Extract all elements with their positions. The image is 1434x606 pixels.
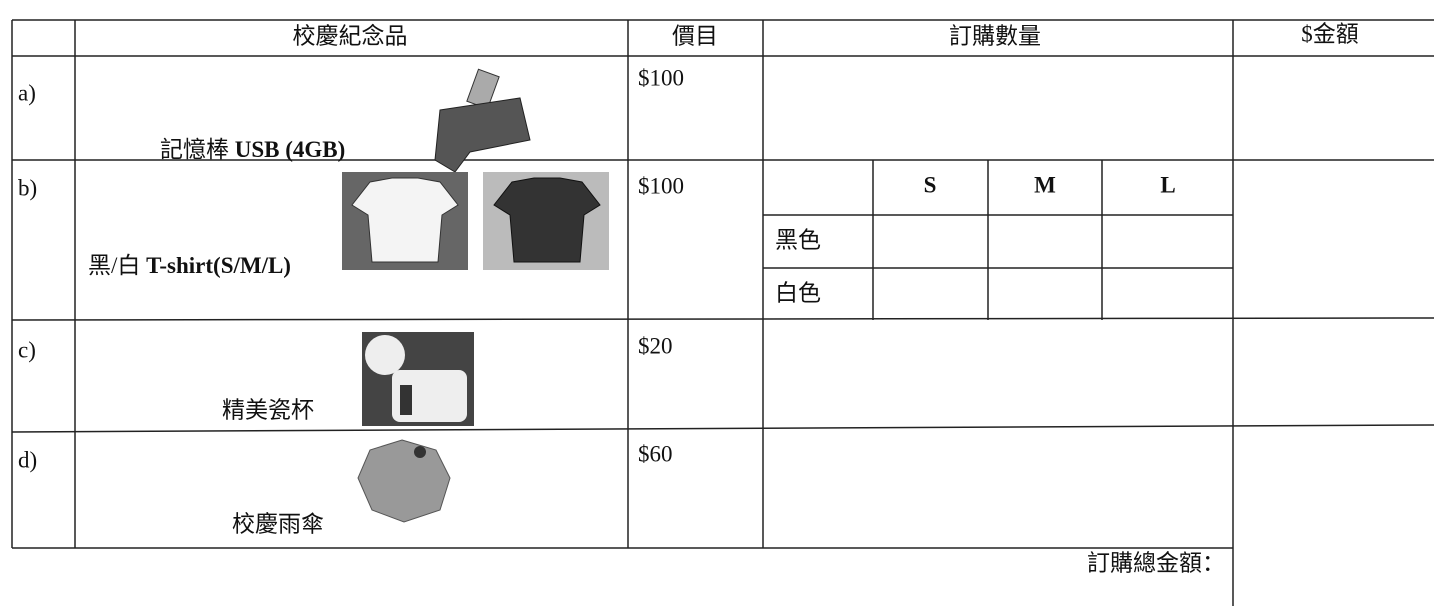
price: $100 <box>638 65 684 90</box>
total-label: 訂購總金額： <box>1087 550 1225 575</box>
row-label: b) <box>18 175 37 200</box>
table-grid <box>11 19 1434 606</box>
item-name: 記憶棒 USB (4GB) <box>160 137 345 162</box>
mug-image <box>362 332 474 426</box>
color-label: 白色 <box>775 280 821 305</box>
usb-image <box>434 68 531 173</box>
size-label: S <box>924 172 937 197</box>
item-zh: 記憶棒 <box>160 137 229 162</box>
item-name: 黑/白 T-shirt(S/M/L) <box>88 253 291 278</box>
size-label: M <box>1034 172 1056 197</box>
header-cell: $金額 <box>1301 21 1359 46</box>
item-en: T-shirt(S/M/L) <box>146 253 291 278</box>
size-label: L <box>1160 172 1175 197</box>
item-zh: 黑/白 <box>88 253 140 278</box>
header-cell: 校慶紀念品 <box>293 23 408 48</box>
color-label: 黑色 <box>775 227 821 252</box>
header-row: 校慶紀念品 價目 訂購數量 $金額 <box>293 21 1359 48</box>
price: $20 <box>638 333 673 358</box>
row-label: d) <box>18 447 37 472</box>
tshirt-images <box>342 172 609 270</box>
price: $100 <box>638 173 684 198</box>
header-cell: 價目 <box>672 23 718 48</box>
row-label: a) <box>18 80 36 105</box>
item-name: 校慶雨傘 <box>232 511 324 536</box>
header-cell: 訂購數量 <box>949 23 1041 48</box>
item-en: USB (4GB) <box>235 137 346 162</box>
umbrella-image <box>357 439 451 523</box>
price: $60 <box>638 441 673 466</box>
row-label: c) <box>18 337 36 362</box>
item-name: 精美瓷杯 <box>222 397 314 422</box>
